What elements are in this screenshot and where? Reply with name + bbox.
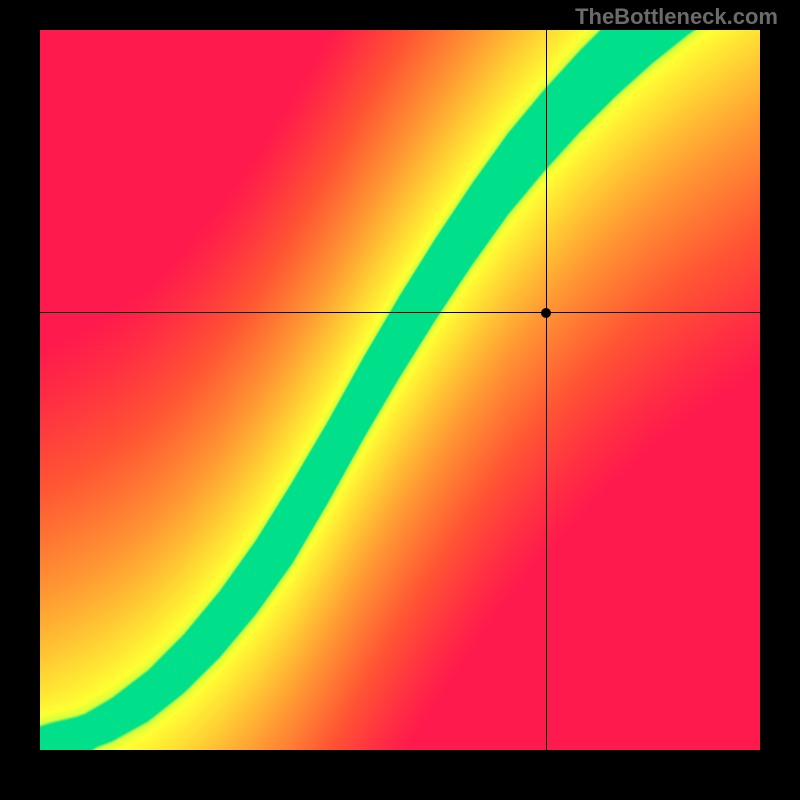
heatmap-plot [40, 30, 760, 750]
crosshair-vertical [546, 30, 547, 750]
crosshair-marker [541, 308, 551, 318]
watermark-text: TheBottleneck.com [575, 4, 778, 30]
heatmap-canvas [40, 30, 760, 750]
crosshair-horizontal [40, 312, 760, 313]
